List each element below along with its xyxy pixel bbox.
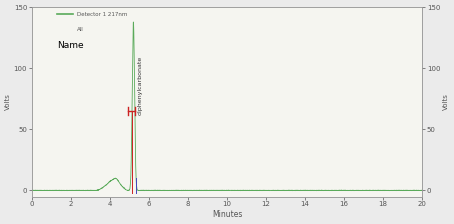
Y-axis label: Volts: Volts — [443, 93, 449, 110]
Text: diphenylcarbonate: diphenylcarbonate — [138, 56, 143, 115]
Text: All: All — [77, 27, 84, 32]
Text: Detector 1 217nm: Detector 1 217nm — [77, 12, 127, 17]
Text: Name: Name — [57, 41, 84, 50]
Y-axis label: Volts: Volts — [5, 93, 11, 110]
X-axis label: Minutes: Minutes — [212, 210, 242, 219]
